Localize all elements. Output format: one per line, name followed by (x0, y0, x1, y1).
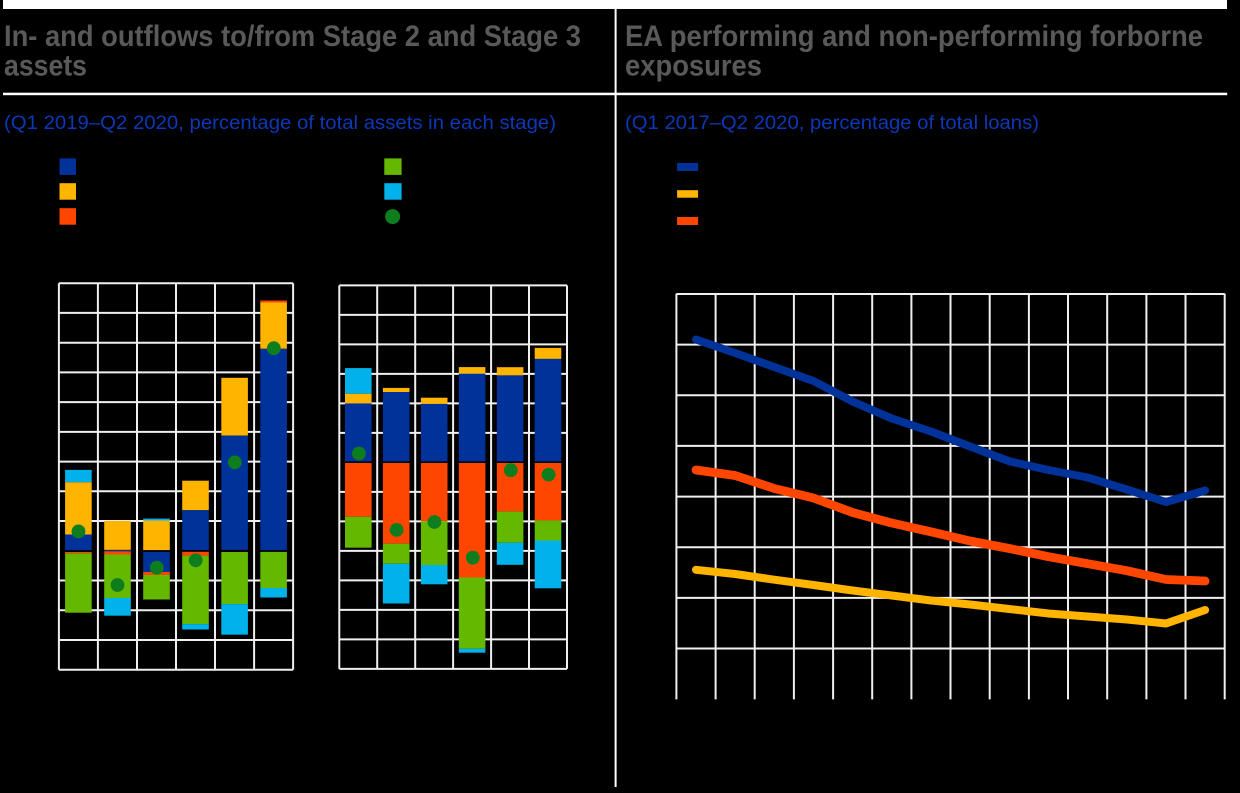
svg-text:EA performing and non-performi: EA performing and non-performing forborn… (625, 20, 1203, 53)
svg-text:In- and outflows to/from Stage: In- and outflows to/from Stage 2 and Sta… (4, 20, 581, 53)
svg-text:(Q1 2019–Q2 2020, percentage o: (Q1 2019–Q2 2020, percentage of total as… (4, 113, 556, 134)
svg-text:exposures: exposures (625, 50, 762, 83)
svg-text:assets: assets (4, 50, 87, 83)
svg-text:(Q1 2017–Q2 2020, percentage o: (Q1 2017–Q2 2020, percentage of total lo… (625, 113, 1039, 134)
